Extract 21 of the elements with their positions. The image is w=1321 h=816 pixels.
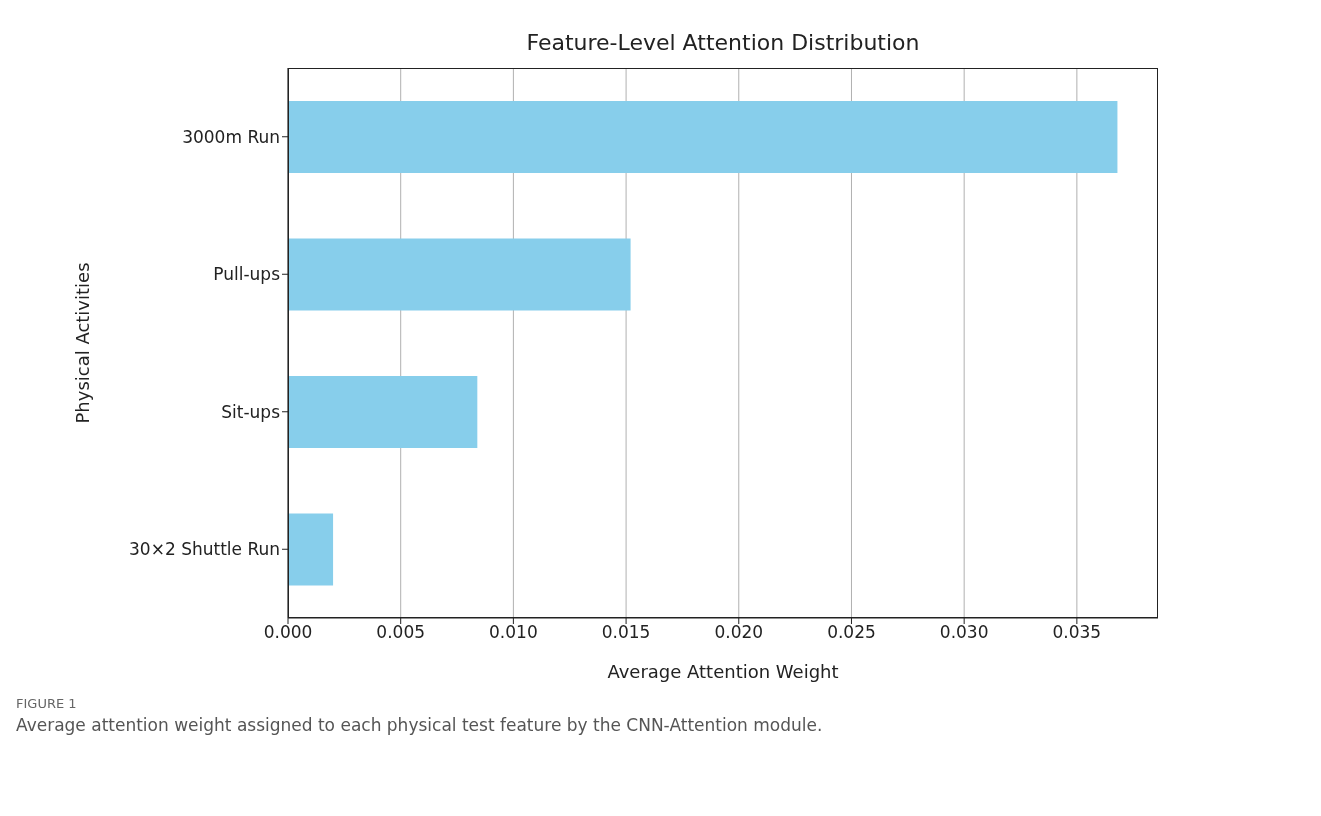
y-tick-label: Pull-ups (213, 264, 281, 285)
caption: FIGURE 1 (16, 696, 78, 711)
y-tick-label: 30×2 Shuttle Run (129, 539, 280, 560)
text: Average attention weight assigned to each physical test feature by the CNN-Attention module. (16, 715, 824, 735)
x-tick-label: 0.005 (376, 622, 426, 643)
chart-title: Feature-Level Attention Distribution (525, 30, 921, 55)
x-tick-label: 0.010 (489, 622, 538, 643)
x-tick-label: 0.035 (1052, 622, 1102, 643)
y-tick-label: Sit-ups (221, 401, 281, 422)
x-tick-label: 0.015 (601, 622, 651, 643)
x-tick-label: 0.025 (827, 622, 876, 643)
bar (288, 238, 631, 311)
bar (288, 376, 478, 448)
x-axis-title: Average Attention Weight (607, 661, 839, 682)
x-tick-label: 0.000 (263, 622, 313, 643)
bar (288, 101, 1118, 173)
bar (288, 513, 334, 586)
y-axis-title: Physical Activities (72, 262, 94, 424)
x-tick-label: 0.030 (939, 622, 989, 643)
y-tick-label: 3000m Run (182, 126, 280, 147)
x-tick-label: 0.020 (714, 622, 764, 643)
